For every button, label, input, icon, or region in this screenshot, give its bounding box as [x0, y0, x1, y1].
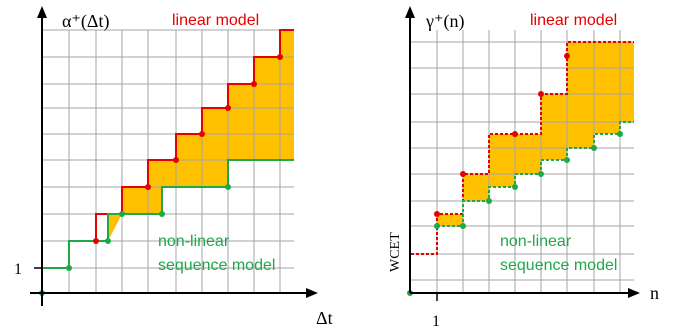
- right-nonlinear-label-line1: non-linear: [500, 233, 572, 250]
- left-y-arrowhead: [37, 6, 47, 18]
- right-linear-label: linear model: [530, 12, 617, 29]
- right-x-arrowhead: [628, 288, 640, 298]
- right-linear-points: [434, 53, 570, 217]
- left-nonlinear-points: [39, 184, 231, 296]
- left-nonlinear-label-line1: non-linear: [158, 233, 230, 250]
- left-x-arrowhead: [306, 288, 318, 298]
- left-nonlinear-point: [225, 184, 231, 190]
- right-y-arrowhead: [405, 6, 415, 18]
- left-nonlinear-point: [159, 211, 165, 217]
- right-x-tick-label: 1: [432, 313, 440, 330]
- left-nonlinear-point: [119, 211, 125, 217]
- right-nonlinear-label-line2: sequence model: [500, 257, 617, 274]
- left-nonlinear-point: [105, 238, 111, 244]
- right-y-tick-label: WCET: [388, 232, 403, 272]
- right-nonlinear-point: [564, 157, 570, 163]
- right-nonlinear-curve: [437, 121, 634, 227]
- left-nonlinear-point: [66, 265, 72, 271]
- left-linear-label: linear model: [172, 12, 259, 29]
- left-linear-points: [93, 54, 283, 244]
- right-y-axis-label: γ⁺(n): [425, 11, 464, 32]
- left-region-fill: [96, 30, 294, 241]
- right-grid: [410, 30, 634, 293]
- right-nonlinear-point: [538, 171, 544, 177]
- left-nonlinear-label-line2: sequence model: [158, 257, 275, 274]
- right-diagram: γ⁺(n) n 1 WCET linear model non-linear s…: [388, 6, 659, 330]
- right-nonlinear-point: [486, 198, 492, 204]
- right-nonlinear-point: [512, 184, 518, 190]
- left-linear-point: [93, 238, 99, 244]
- right-nonlinear-point: [591, 145, 597, 151]
- left-axes: [30, 16, 308, 306]
- left-linear-point: [145, 184, 151, 190]
- right-linear-point: [434, 211, 440, 217]
- right-linear-point: [564, 53, 570, 59]
- left-linear-point: [173, 157, 179, 163]
- right-initial-curve: [409, 226, 438, 293]
- left-linear-point: [199, 131, 205, 137]
- right-nonlinear-point: [460, 223, 466, 229]
- right-axes: [409, 16, 630, 294]
- right-x-axis-label: n: [650, 283, 659, 303]
- right-nonlinear-point: [434, 223, 440, 229]
- right-nonlinear-point: [617, 131, 623, 137]
- left-x-axis-label: Δt: [316, 308, 333, 328]
- left-y-axis-label: α⁺(Δt): [62, 11, 110, 32]
- left-diagram: α⁺(Δt) Δt 1 linear model non-linear sequ…: [14, 6, 333, 328]
- left-linear-point: [251, 81, 257, 87]
- right-linear-curve: [436, 41, 634, 226]
- left-nonlinear-curve: [41, 159, 294, 293]
- right-linear-point: [538, 91, 544, 97]
- left-linear-point: [225, 105, 231, 111]
- right-linear-point: [460, 171, 466, 177]
- left-y-tick-label: 1: [14, 261, 22, 278]
- right-linear-point: [512, 131, 518, 137]
- left-linear-point: [277, 54, 283, 60]
